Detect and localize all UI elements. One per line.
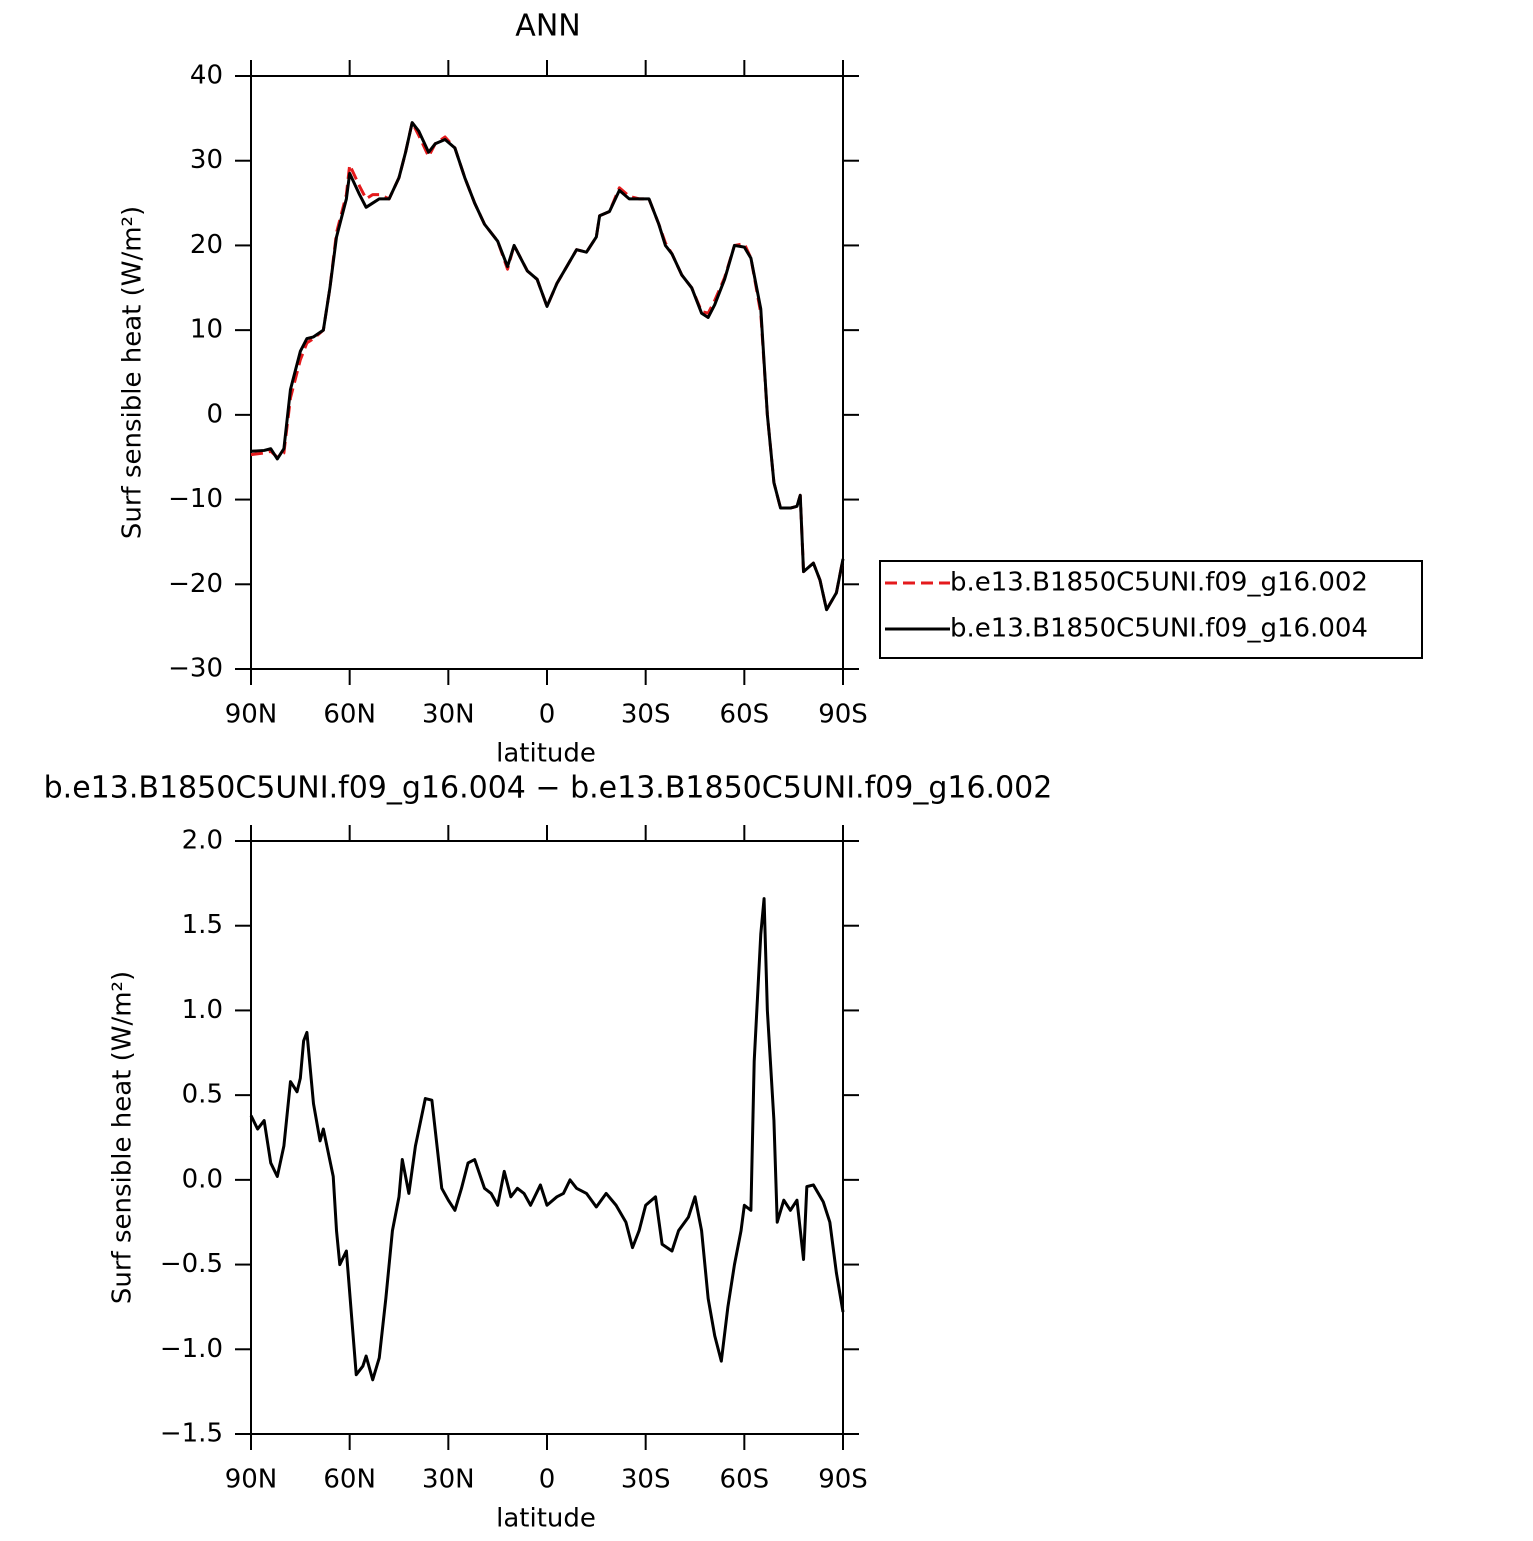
x-tick-label: 90S: [818, 700, 868, 730]
legend-label: b.e13.B1850C5UNI.f09_g16.002: [950, 568, 1368, 598]
data-line: [250, 121, 845, 612]
y-tick-label: −1.5: [160, 1419, 223, 1449]
x-tick-label: 90S: [818, 1465, 868, 1495]
legend-box: [879, 560, 1423, 659]
x-tick-label: 30S: [621, 700, 671, 730]
x-tick-label: 60N: [323, 1465, 376, 1495]
y-tick-label: −20: [168, 569, 223, 599]
x-tick-label: 60S: [720, 1465, 770, 1495]
y-tick-label: −0.5: [160, 1249, 223, 1279]
x-tick-label: 30N: [422, 700, 475, 730]
y-tick-label: −30: [168, 654, 223, 684]
plot-frame: [250, 75, 844, 670]
x-tick-label: 60S: [720, 700, 770, 730]
y-axis-label: Surf sensible heat (W/m²): [108, 971, 138, 1304]
y-tick-label: 1.5: [182, 910, 223, 940]
y-tick-label: 20: [190, 230, 223, 260]
y-axis-label: Surf sensible heat (W/m²): [118, 206, 148, 539]
x-axis-label: latitude: [496, 739, 596, 769]
x-axis-label: latitude: [496, 1504, 596, 1534]
data-line: [250, 121, 845, 612]
y-tick-label: 0.0: [182, 1164, 223, 1194]
chart-title: b.e13.B1850C5UNI.f09_g16.004 − b.e13.B18…: [44, 771, 1053, 806]
y-tick-label: 10: [190, 315, 223, 345]
x-tick-label: 0: [539, 700, 556, 730]
x-tick-label: 0: [539, 1465, 556, 1495]
x-tick-label: 90N: [225, 700, 278, 730]
y-tick-label: 30: [190, 145, 223, 175]
legend-label: b.e13.B1850C5UNI.f09_g16.004: [950, 614, 1368, 644]
y-tick-label: 0: [206, 399, 223, 429]
data-line: [249, 897, 845, 1382]
x-tick-label: 90N: [225, 1465, 278, 1495]
x-tick-label: 30S: [621, 1465, 671, 1495]
plot-frame: [250, 840, 844, 1435]
y-tick-label: 0.5: [182, 1080, 223, 1110]
chart-title: ANN: [515, 9, 580, 44]
y-tick-label: −10: [168, 484, 223, 514]
y-tick-label: 1.0: [182, 995, 223, 1025]
y-tick-label: 2.0: [182, 826, 223, 856]
x-tick-label: 30N: [422, 1465, 475, 1495]
x-tick-label: 60N: [323, 700, 376, 730]
y-tick-label: −1.0: [160, 1334, 223, 1364]
y-tick-label: 40: [190, 61, 223, 91]
